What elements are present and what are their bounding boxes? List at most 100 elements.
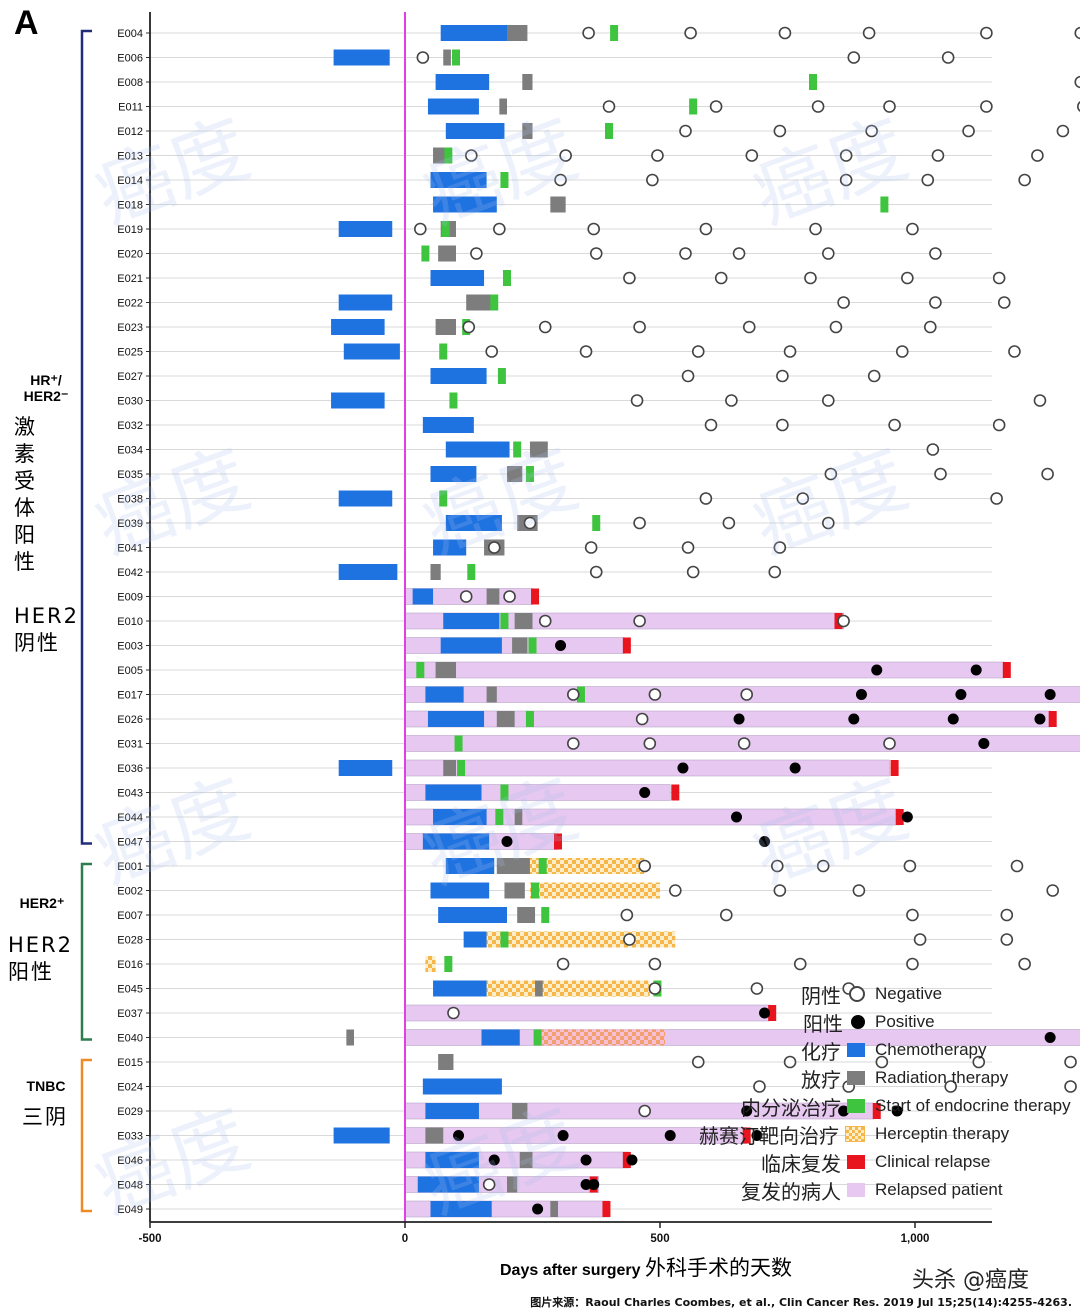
positive-test-point [848, 713, 860, 725]
negative-test-point [648, 982, 662, 995]
chemotherapy-bar [338, 294, 393, 311]
negative-test-point [589, 565, 603, 579]
negative-test-point [691, 1055, 705, 1069]
open-circle-icon [849, 986, 865, 1002]
positive-test-point [580, 1179, 592, 1190]
patient-id-label: E032 [117, 420, 143, 432]
endocrine-start-marker [576, 686, 585, 703]
x-tick-label: 1,000 [901, 1233, 930, 1245]
negative-test-point [906, 908, 919, 922]
positive-test-point [759, 1007, 771, 1019]
relapsed-patient-bar [404, 759, 890, 777]
negative-test-point [485, 345, 499, 358]
footer-source: 图片来源：Raoul Charles Coombes, et al., Clin… [530, 1296, 1072, 1309]
positive-test-point [741, 1105, 753, 1117]
x-axis-title: Days after surgery 外科手术的天数 [500, 1252, 792, 1282]
endocrine-start-marker [500, 931, 509, 948]
negative-test-point [941, 51, 955, 64]
endocrine-start-marker [500, 613, 509, 629]
negative-test-point [709, 100, 723, 113]
filled-circle-icon [851, 1015, 865, 1029]
negative-test-point [972, 1055, 986, 1069]
negative-test-point [895, 345, 909, 358]
legend-item: 化疗 Chemotherapy [650, 1036, 1075, 1064]
patient-id-label: E003 [117, 641, 143, 653]
radiation-bar [550, 196, 566, 213]
clinical-relapse-marker [872, 1103, 881, 1119]
radiation-bar [535, 980, 543, 997]
legend-swatch-icon [847, 1155, 865, 1169]
herceptin-bar [486, 931, 676, 948]
patient-id-label: E028 [117, 935, 143, 947]
positive-test-point [731, 811, 742, 823]
negative-test-point [503, 590, 516, 603]
negative-test-point [1077, 101, 1080, 112]
endocrine-start-marker [497, 368, 506, 384]
chemotherapy-bar [427, 711, 485, 727]
negative-test-point [821, 247, 835, 260]
patient-id-label: E013 [117, 151, 143, 163]
negative-test-point [482, 1178, 496, 1191]
endocrine-start-marker [444, 956, 453, 972]
patient-id-label: E034 [117, 445, 143, 457]
negative-test-point [681, 541, 695, 554]
endocrine-start-marker [449, 392, 458, 409]
chemotherapy-bar [422, 833, 490, 850]
patient-id-label: E041 [117, 543, 143, 555]
group-bracket [80, 862, 92, 1041]
negative-test-point [487, 541, 501, 554]
radiation-bar [466, 294, 492, 311]
radiation-bar [504, 882, 525, 899]
herceptin-bar [540, 1029, 666, 1046]
negative-test-point [837, 296, 850, 309]
negative-test-point [638, 1104, 652, 1118]
negative-test-point [776, 369, 789, 383]
negative-test-point [447, 1006, 460, 1020]
radiation-bar [517, 907, 536, 923]
negative-test-point [980, 100, 993, 113]
x-tick-label: -500 [138, 1233, 161, 1245]
negative-test-point [811, 100, 825, 113]
patient-id-label: E001 [117, 861, 143, 873]
radiation-bar [496, 858, 530, 874]
negative-test-point [1010, 859, 1024, 873]
legend-swatch-icon [847, 1183, 865, 1197]
radiation-bar [486, 686, 497, 703]
endocrine-start-marker [525, 711, 534, 727]
negative-test-point [847, 51, 861, 64]
positive-test-point [588, 1179, 600, 1190]
patient-id-label: E010 [117, 616, 143, 628]
legend-label-en: Negative [875, 984, 943, 1003]
negative-test-point [620, 908, 634, 922]
chemotherapy-bar [445, 441, 510, 458]
patient-id-label: E042 [117, 567, 143, 579]
negative-test-point [796, 492, 810, 505]
endocrine-start-marker [513, 441, 522, 458]
negative-test-point [839, 149, 853, 162]
negative-test-point [579, 345, 593, 358]
group-label-her2-pos: HER2⁺ [19, 895, 65, 911]
patient-id-label: E049 [117, 1204, 143, 1216]
negative-test-point [413, 222, 427, 236]
x-axis-title-cn: 外科手术的天数 [644, 1256, 792, 1280]
radiation-bar [486, 588, 500, 605]
negative-test-point [992, 418, 1006, 432]
group-label-tnbc: TNBC [26, 1078, 66, 1094]
chemotherapy-bar [433, 980, 487, 997]
negative-test-point [821, 394, 835, 407]
group-bracket [80, 1058, 92, 1213]
patient-id-label: E033 [117, 1131, 143, 1143]
radiation-bar [507, 1176, 518, 1193]
negative-test-point [809, 222, 822, 236]
negative-test-point [582, 26, 595, 40]
negative-test-point [623, 271, 636, 285]
negative-test-point [1000, 933, 1014, 946]
patient-id-label: E020 [117, 249, 143, 261]
legend-item: 赫赛汀靶向治疗 Herceptin therapy [650, 1120, 1075, 1148]
radiation-bar [512, 1103, 528, 1119]
negative-test-point [714, 271, 728, 285]
endocrine-start-marker [533, 1029, 542, 1046]
patient-id-label: E047 [117, 837, 143, 849]
positive-test-point [626, 1154, 638, 1166]
negative-test-point [913, 933, 927, 946]
